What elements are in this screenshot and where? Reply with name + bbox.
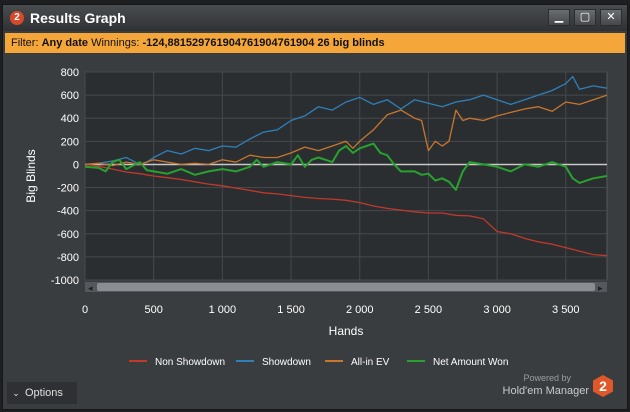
- legend-label: Net Amount Won: [433, 357, 508, 368]
- series-line-showdown: [84, 75, 608, 166]
- y-tick-label: -600: [57, 229, 79, 241]
- x-tick-label: 2 500: [415, 304, 443, 316]
- legend-label: Showdown: [262, 357, 311, 368]
- y-tick-label: -200: [57, 183, 79, 195]
- scroll-right-icon: ▸: [598, 284, 603, 294]
- product-name: Hold'em Manager: [502, 385, 589, 397]
- x-tick-label: 0: [82, 304, 88, 316]
- x-tick-label: 3 000: [483, 304, 511, 316]
- powered-by-text: Powered by: [523, 373, 571, 383]
- results-chart: 800 600 400 200 0 -200 -400 -600 -800 -1000 0 500 1 …: [24, 67, 608, 368]
- series-line-non-showdown: [84, 163, 608, 257]
- scroll-left-icon: ◂: [88, 284, 93, 294]
- filter-bar: Filter: Any date Winnings: -124,88152976…: [5, 33, 625, 53]
- filter-label: Filter:: [11, 37, 39, 49]
- y-tick-label: -800: [57, 252, 79, 264]
- y-tick-label: 800: [61, 67, 79, 79]
- winnings-value: -124,881529761904761904761904 26 big bli…: [142, 37, 385, 49]
- x-axis-title: Hands: [329, 324, 364, 338]
- close-button[interactable]: ✕: [600, 9, 622, 26]
- options-label: Options: [25, 387, 63, 399]
- powered-by-branding: Powered by Hold'em Manager 2: [491, 371, 623, 401]
- minimize-button[interactable]: ▁: [548, 9, 570, 26]
- legend-label: Non Showdown: [155, 357, 225, 368]
- filter-value[interactable]: Any date: [41, 37, 89, 49]
- close-icon: ✕: [606, 11, 616, 23]
- hm2-logo-icon: 2: [593, 375, 613, 397]
- maximize-icon: ▢: [579, 11, 591, 23]
- series-line-net-amount-won: [84, 142, 608, 191]
- y-axis-title: Big Blinds: [24, 149, 38, 202]
- legend-label: All-in EV: [351, 357, 390, 368]
- options-button[interactable]: ⌄ Options: [7, 382, 77, 404]
- chevron-down-icon: ⌄: [12, 388, 20, 398]
- x-tick-label: 2 000: [346, 304, 374, 316]
- winnings-label: Winnings:: [91, 37, 140, 49]
- results-graph-window: 2 Results Graph ▁ ▢ ✕ Filter: Any date W…: [2, 4, 628, 410]
- y-tick-label: 0: [73, 159, 79, 171]
- series-line-all-in-ev: [84, 94, 608, 167]
- title-bar[interactable]: 2 Results Graph ▁ ▢ ✕: [3, 5, 627, 31]
- y-tick-label: -400: [57, 206, 79, 218]
- y-tick-label: 600: [61, 90, 79, 102]
- x-tick-label: 1 500: [277, 304, 305, 316]
- scrollbar-thumb: [97, 283, 595, 291]
- minimize-icon: ▁: [554, 11, 564, 23]
- y-tick-label: 400: [61, 113, 79, 125]
- maximize-button[interactable]: ▢: [574, 9, 596, 26]
- app-logo-icon: 2: [10, 11, 24, 25]
- x-tick-label: 1 000: [209, 304, 237, 316]
- window-title: Results Graph: [30, 10, 126, 26]
- x-tick-label: 500: [145, 304, 163, 316]
- y-tick-label: -1000: [51, 275, 79, 287]
- plot-area: [84, 71, 608, 281]
- x-tick-label: 3 500: [552, 304, 580, 316]
- y-tick-label: 200: [61, 136, 79, 148]
